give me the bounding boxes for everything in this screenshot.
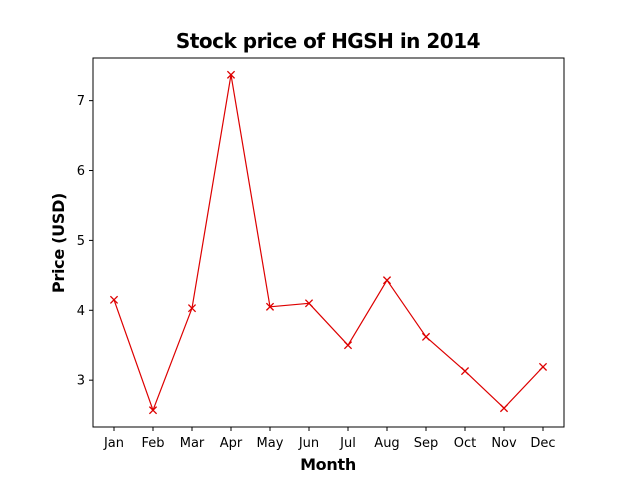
data-point-stroke: [421, 332, 431, 341]
plot-area: [92, 57, 565, 428]
y-axis: 3 4 5 6 7: [77, 94, 93, 389]
data-point: [382, 276, 392, 285]
data-point-stroke: [499, 404, 509, 413]
data-point: [187, 304, 197, 313]
x-tick-label: Nov: [491, 436, 517, 451]
data-point: [304, 299, 314, 308]
x-tick-label: Aug: [374, 436, 399, 451]
data-point-stroke: [148, 406, 158, 415]
data-point-stroke: [304, 299, 314, 308]
x-tick-label: Mar: [180, 436, 205, 451]
series-line: [113, 74, 544, 411]
data-point: [499, 404, 509, 413]
data-point-stroke: [187, 304, 197, 313]
data-point: [343, 341, 353, 350]
series-layer: [109, 70, 548, 415]
data-point: [109, 295, 119, 304]
y-tick-label: 3: [77, 374, 85, 389]
x-tick-label: May: [257, 436, 284, 451]
data-point-stroke: [382, 276, 392, 285]
y-tick-label: 7: [77, 94, 85, 109]
data-point-stroke: [226, 70, 236, 79]
chart-title: Stock price of HGSH in 2014: [176, 29, 480, 53]
y-axis-title: Price (USD): [49, 193, 68, 293]
data-point: [265, 302, 275, 311]
plot-frame: [92, 57, 565, 428]
data-point: [460, 367, 470, 376]
data-point: [148, 406, 158, 415]
data-point-stroke: [109, 295, 119, 304]
data-point-stroke: [538, 362, 548, 371]
y-tick-label: 4: [77, 304, 85, 319]
data-point: [538, 362, 548, 371]
x-tick-label: Sep: [414, 436, 439, 451]
x-tick-label: Apr: [220, 436, 243, 451]
x-axis: Jan Feb Mar Apr May Jun Jul Aug Sep Oct Nov Dec: [103, 427, 556, 451]
x-tick-label: Jul: [339, 436, 356, 451]
data-point-stroke: [460, 367, 470, 376]
data-point-stroke: [343, 341, 353, 350]
y-tick-label: 6: [77, 164, 85, 179]
x-tick-label: Oct: [454, 436, 476, 451]
x-axis-title: Month: [300, 455, 356, 474]
x-tick-label: Jan: [103, 436, 124, 451]
x-tick-label: Feb: [141, 436, 164, 451]
data-point: [226, 70, 236, 79]
data-point-stroke: [265, 302, 275, 311]
data-point: [421, 332, 431, 341]
x-tick-label: Dec: [530, 436, 555, 451]
x-tick-label: Jun: [298, 436, 319, 451]
y-tick-label: 5: [77, 234, 85, 249]
